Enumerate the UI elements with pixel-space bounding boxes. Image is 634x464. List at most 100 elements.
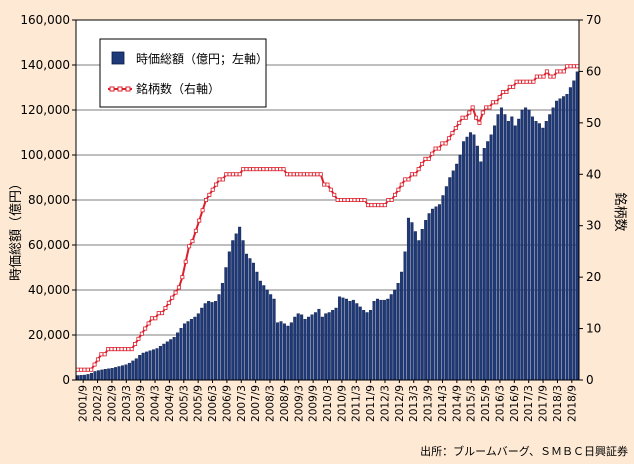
market-cap-bar — [200, 307, 204, 381]
stock-count-marker — [477, 120, 482, 125]
stock-count-marker — [176, 285, 181, 290]
market-cap-bar — [369, 310, 373, 381]
stock-count-marker — [257, 167, 262, 172]
market-cap-bar — [417, 240, 421, 381]
market-cap-bar — [286, 325, 290, 381]
stock-count-marker — [406, 177, 411, 182]
stock-count-marker — [565, 64, 570, 69]
stock-count-marker — [430, 151, 435, 156]
market-cap-bar — [527, 109, 531, 381]
stock-count-marker — [369, 203, 374, 208]
market-cap-bar — [269, 294, 273, 381]
stock-count-marker — [173, 290, 178, 295]
market-cap-bar — [362, 310, 366, 381]
market-cap-bar — [420, 229, 424, 381]
stock-count-marker — [102, 352, 107, 357]
stock-count-marker — [261, 167, 266, 172]
stock-count-marker — [183, 259, 188, 264]
stock-count-marker — [467, 110, 472, 115]
stock-count-marker — [133, 341, 138, 346]
market-cap-bar — [193, 316, 197, 381]
x-tick-label: 2005/3 — [178, 385, 190, 422]
market-cap-bar — [555, 100, 559, 381]
x-tick-label: 2013/9 — [423, 385, 435, 422]
stock-count-marker — [501, 90, 506, 95]
source-note: 出所：ブルームバーグ、ＳＭＢＣ日興証券 — [420, 444, 628, 458]
stock-count-marker — [399, 182, 404, 187]
x-tick-label: 2017/9 — [538, 385, 550, 422]
stock-count-marker — [393, 192, 398, 197]
y-left-tick-label: 140,000 — [20, 58, 70, 72]
market-cap-bar — [172, 337, 176, 381]
stock-count-marker — [170, 295, 175, 300]
stock-count-marker — [268, 167, 273, 172]
x-tick-label: 2014/3 — [437, 385, 449, 422]
x-tick-label: 2008/9 — [279, 385, 291, 422]
stock-count-marker — [308, 172, 313, 177]
stock-count-marker — [372, 203, 377, 208]
stock-count-marker — [443, 141, 448, 146]
market-cap-bar — [262, 285, 266, 381]
x-tick-label: 2009/9 — [308, 385, 320, 422]
market-cap-bar — [89, 373, 94, 381]
market-cap-bar — [541, 127, 545, 381]
x-tick-label: 2001/9 — [78, 385, 90, 422]
stock-count-marker — [413, 172, 418, 177]
stock-count-marker — [251, 167, 256, 172]
market-cap-bar — [406, 217, 410, 381]
market-cap-bar — [103, 369, 107, 381]
x-tick-label: 2002/9 — [106, 385, 118, 422]
stock-count-marker — [403, 177, 408, 182]
market-cap-bar — [424, 220, 428, 381]
x-tick-label: 2007/9 — [250, 385, 262, 422]
market-cap-bar — [568, 87, 572, 381]
x-tick-label: 2010/3 — [322, 385, 334, 422]
stock-count-marker — [325, 182, 330, 187]
market-cap-bar — [313, 312, 317, 381]
market-cap-bar — [224, 267, 228, 381]
y-right-tick-label: 50 — [586, 116, 601, 130]
x-tick-label: 2009/3 — [293, 385, 305, 422]
market-cap-bar — [506, 121, 510, 381]
stock-count-marker — [416, 167, 421, 172]
stock-count-marker — [278, 167, 283, 172]
stock-count-marker — [288, 172, 293, 177]
stock-count-marker — [517, 79, 522, 84]
market-cap-bar — [162, 343, 166, 381]
stock-count-line — [75, 64, 580, 372]
stock-count-marker — [571, 64, 576, 69]
market-cap-bar — [379, 299, 383, 381]
stock-count-marker — [332, 192, 337, 197]
market-cap-bar — [96, 370, 100, 381]
market-cap-bar — [358, 306, 362, 381]
market-cap-bar — [493, 125, 497, 381]
market-cap-bar — [296, 313, 300, 381]
x-tick-label: 2002/3 — [92, 385, 104, 422]
market-cap-bar — [265, 289, 269, 381]
x-tick-label: 2006/9 — [221, 385, 233, 422]
x-tick-label: 2006/3 — [207, 385, 219, 422]
stock-count-marker — [514, 79, 519, 84]
market-cap-bar — [145, 351, 149, 381]
stock-count-marker — [247, 167, 252, 172]
stock-count-marker — [244, 167, 249, 172]
market-cap-bar — [496, 114, 500, 381]
market-cap-bar — [372, 301, 376, 381]
stock-count-marker — [89, 367, 94, 372]
x-tick-label: 2007/3 — [236, 385, 248, 422]
legend-line-label: 銘柄数（右軸） — [136, 81, 220, 96]
y-left-tick-label: 80,000 — [28, 193, 70, 207]
market-cap-bar — [437, 204, 441, 381]
stock-count-marker — [328, 187, 333, 192]
market-cap-bar — [83, 374, 87, 381]
stock-count-marker — [484, 105, 489, 110]
market-cap-bar — [513, 125, 517, 381]
y-right-tick-label: 70 — [586, 13, 601, 27]
market-cap-bar — [238, 226, 242, 381]
stock-count-marker — [494, 100, 499, 105]
stock-count-marker — [295, 172, 300, 177]
stock-count-marker — [524, 79, 529, 84]
legend-line-marker-1 — [109, 86, 115, 92]
stock-count-marker — [274, 167, 279, 172]
